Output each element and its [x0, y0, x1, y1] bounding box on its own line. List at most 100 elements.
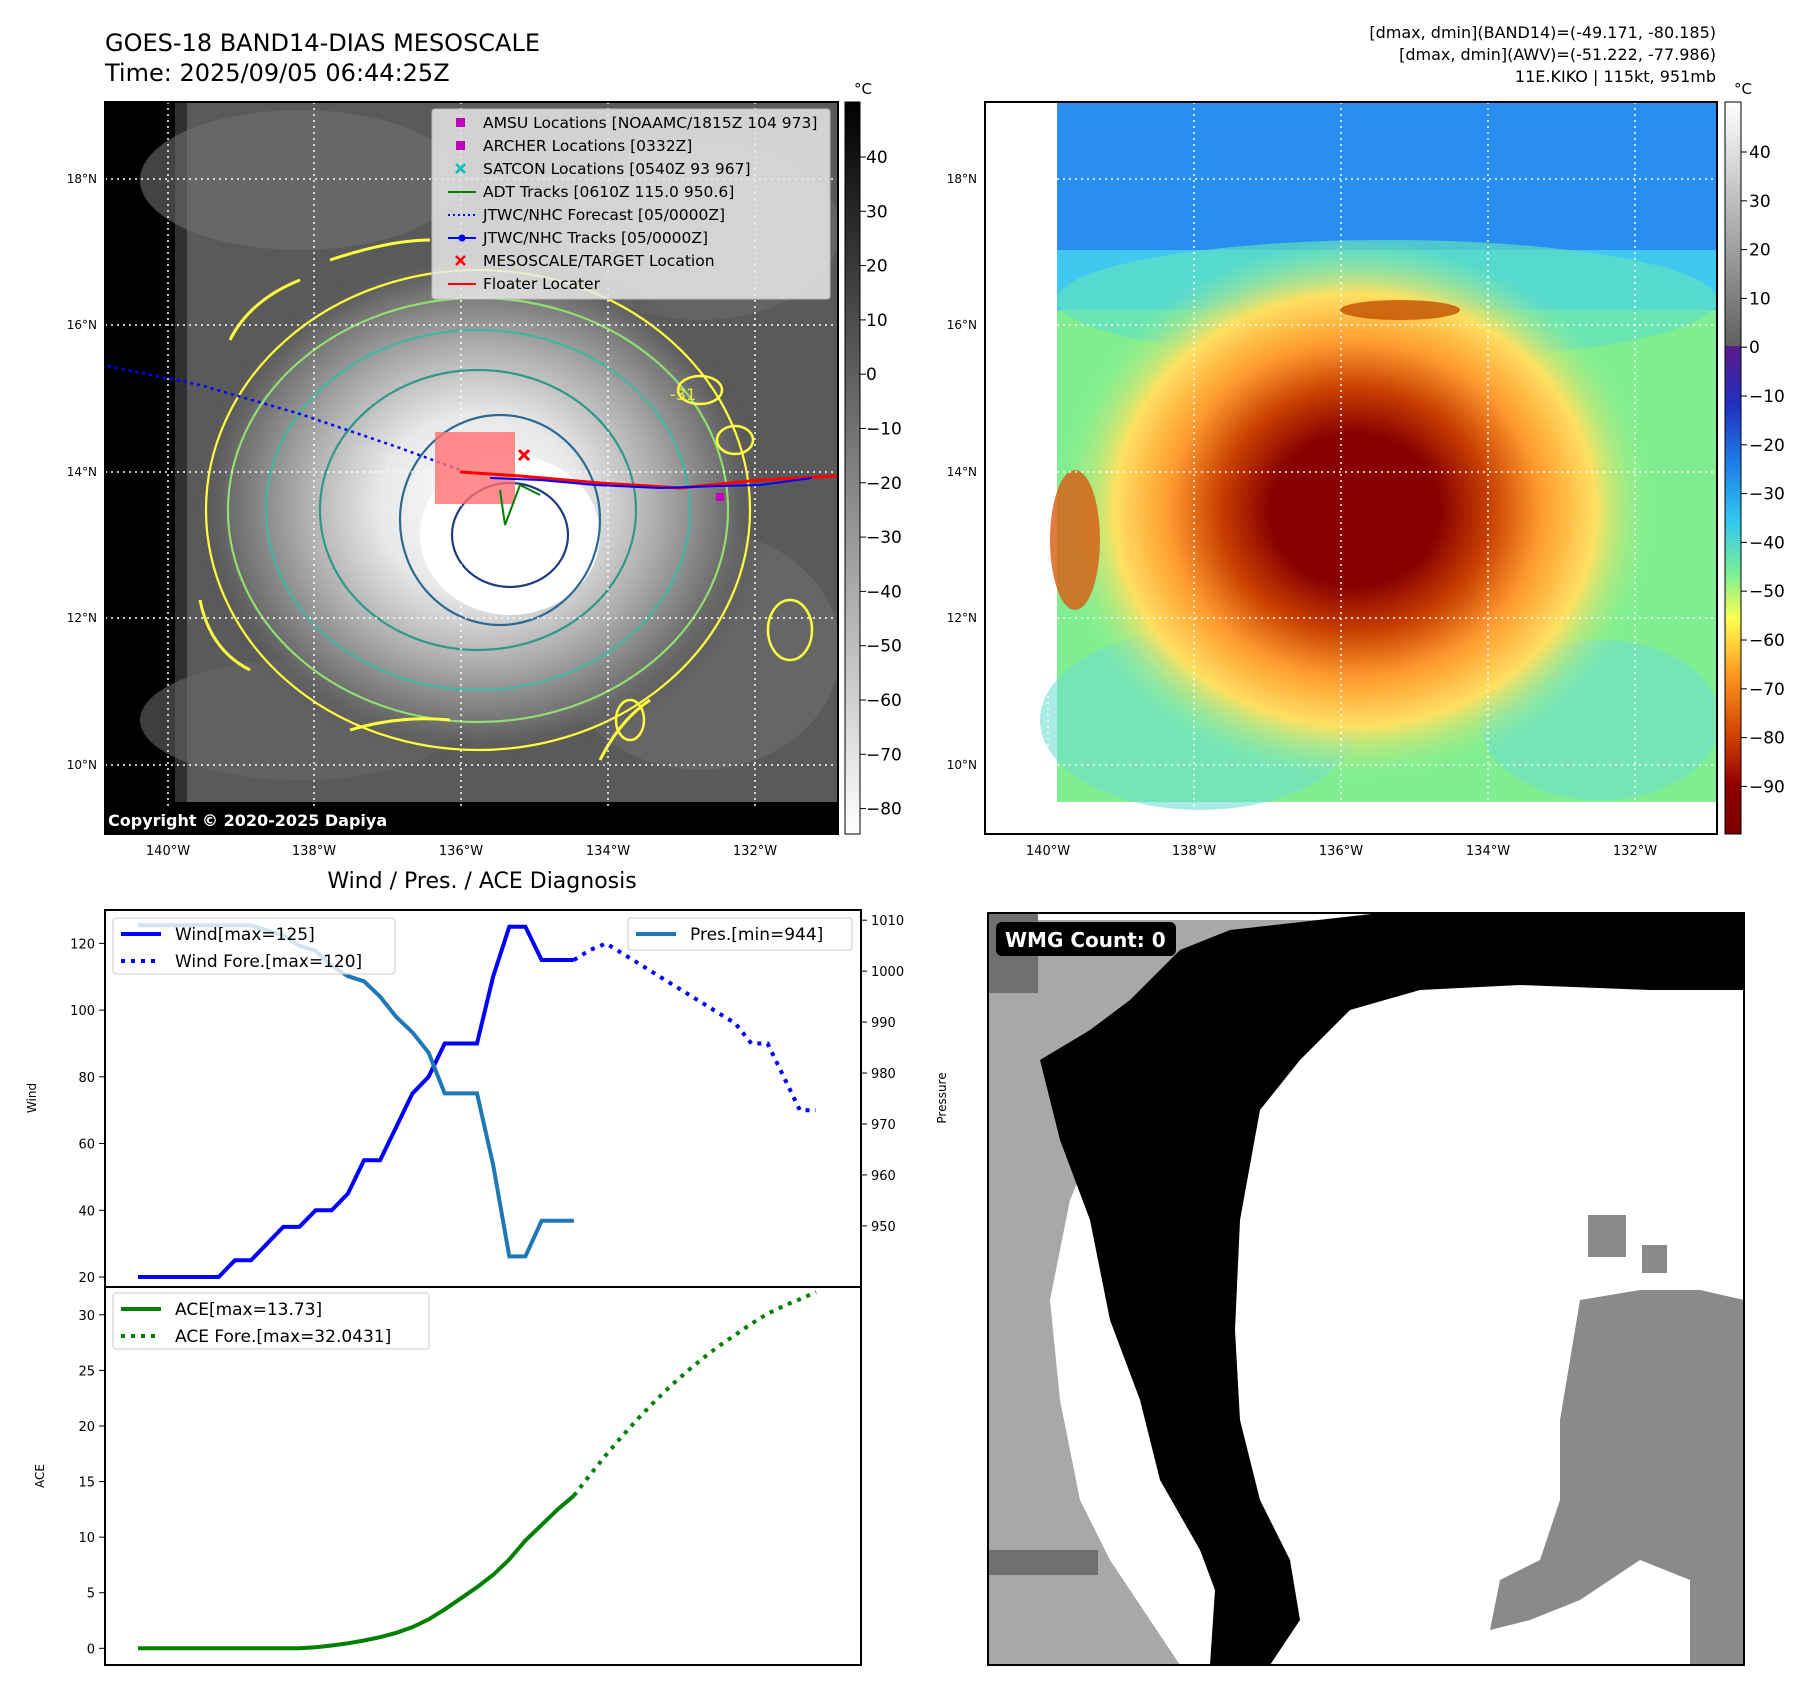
figure-time: Time: 2025/09/05 06:44:25Z — [104, 59, 450, 87]
wmg-panel: WMG Count: 0 — [987, 912, 1745, 1666]
awv-gridlines — [985, 102, 1717, 834]
lat-label: 16°N — [947, 318, 977, 332]
legend-label: Pres.[min=944] — [690, 925, 823, 945]
lon-label: 132°W — [733, 844, 777, 859]
colorbar-tick-label: 30 — [1749, 192, 1771, 212]
lon-label: 140°W — [146, 844, 190, 859]
floater-box — [435, 432, 515, 504]
legend-marker — [455, 163, 466, 174]
legend-label: AMSU Locations [NOAAMC/1815Z 104 973] — [483, 114, 817, 132]
colorbar-tick-label: −70 — [866, 745, 902, 765]
wind-forecast-line — [572, 941, 816, 1113]
colorbar-tick-label: 10 — [1749, 289, 1771, 309]
band14-stats: [dmax, dmin](BAND14)=(-49.171, -80.185) — [1369, 23, 1716, 42]
pressure-tick-label: 960 — [871, 1169, 896, 1184]
lat-label: 10°N — [67, 758, 97, 772]
wind-tick-label: 100 — [70, 1004, 95, 1019]
ace-legend: ACE[max=13.73] ACE Fore.[max=32.0431] — [112, 1292, 430, 1350]
colorbar-tick-label: −90 — [1749, 777, 1785, 797]
legend-entry: ADT Tracks [0610Z 115.0 950.6] — [448, 183, 734, 201]
colorbar-tick-label: −80 — [866, 800, 902, 820]
legend-label: ACE[max=13.73] — [175, 1300, 322, 1320]
wind-pressure-chart: 20 40 60 80 100 120 950 960 970 980 990 1000 1010 Win… — [25, 909, 949, 1288]
wind-line — [138, 924, 574, 1279]
legend-marker — [456, 118, 465, 127]
lon-label: 136°W — [439, 844, 483, 859]
colorbar-tick-label: −60 — [1749, 631, 1785, 651]
legend-label: ARCHER Locations [0332Z] — [483, 137, 692, 155]
pressure-tick-label: 970 — [871, 1118, 896, 1133]
ace-tick-label: 10 — [78, 1531, 95, 1546]
legend-marker — [456, 141, 465, 150]
pressure-tick-label: 950 — [871, 1220, 896, 1235]
ir-legend: AMSU Locations [NOAAMC/1815Z 104 973] ARC… — [431, 108, 831, 300]
colorbar-tick-label: 30 — [866, 202, 888, 222]
colorbar-tick-label: 40 — [1749, 143, 1771, 163]
colorbar-tick-label: 0 — [866, 365, 877, 385]
lat-label: 18°N — [947, 172, 977, 186]
lat-label: 12°N — [67, 611, 97, 625]
jtwc-forecast-track — [107, 364, 461, 472]
legend-entry: AMSU Locations [NOAAMC/1815Z 104 973] — [456, 114, 817, 132]
colorbar-tick-label: −50 — [1749, 582, 1785, 602]
pressure-tick-label: 1000 — [871, 965, 904, 980]
colorbar-tick-label: −40 — [1749, 533, 1785, 553]
legend-entry: JTWC/NHC Tracks [05/0000Z] — [448, 229, 708, 247]
ace-tick-label: 30 — [78, 1309, 95, 1324]
ace-line — [138, 1494, 576, 1651]
colorbar-tick-label: −50 — [866, 637, 902, 657]
wind-legend: Wind[max=125] Wind Fore.[max=120] — [112, 917, 396, 975]
jtwc-track — [489, 477, 813, 490]
ace-axis-label: ACE — [33, 1464, 47, 1488]
colorbar-tick-label: 40 — [866, 148, 888, 168]
colorbar-tick-label: −80 — [1749, 729, 1785, 749]
ace-tick-label: 15 — [78, 1476, 95, 1491]
colorbar-tick-label: 20 — [866, 257, 888, 277]
diagnosis-title: Wind / Pres. / ACE Diagnosis — [327, 869, 636, 894]
floater-track — [459, 470, 838, 490]
legend-label: Floater Locater — [483, 275, 601, 293]
pressure-legend: Pres.[min=944] — [627, 917, 853, 951]
awv-stats: [dmax, dmin](AWV)=(-51.222, -77.986) — [1399, 45, 1716, 64]
colorbar-tick-label: −10 — [1749, 387, 1785, 407]
lat-label: 12°N — [947, 611, 977, 625]
legend-entry: MESOSCALE/TARGET Location — [455, 252, 715, 270]
legend-label: ADT Tracks [0610Z 115.0 950.6] — [483, 183, 734, 201]
lat-label: 14°N — [947, 465, 977, 479]
colorbar-tick-label: −30 — [1749, 485, 1785, 505]
legend-entry: Floater Locater — [448, 275, 601, 293]
legend-label: ACE Fore.[max=32.0431] — [175, 1327, 391, 1347]
awv-storm — [1055, 240, 1655, 780]
wind-tick-label: 60 — [78, 1138, 95, 1153]
mesoscale-marker — [517, 448, 531, 462]
copyright-text: Copyright © 2020-2025 Dapiya — [108, 811, 387, 830]
colorbar-tick-label: 10 — [866, 311, 888, 331]
storm-info: 11E.KIKO | 115kt, 951mb — [1515, 67, 1716, 86]
lon-label: 134°W — [1466, 844, 1510, 859]
figure-title: GOES-18 BAND14-DIAS MESOSCALE — [105, 29, 540, 57]
colorbar-tick-label: −10 — [866, 420, 902, 440]
lat-label: 16°N — [67, 318, 97, 332]
ir-colorbar: °C 40 30 20 10 0 −10 −20 −30 −40 −50 −60 −70 −80 — [844, 80, 902, 835]
lat-label: 10°N — [947, 758, 977, 772]
legend-marker — [458, 234, 466, 242]
legend-entry: ARCHER Locations [0332Z] — [456, 137, 692, 155]
ir-colorbar-unit: °C — [854, 80, 872, 98]
ace-tick-label: 5 — [87, 1587, 95, 1602]
awv-colorbar: °C 40 30 20 10 0 −10 −20 −30 −40 −50 −60 −70 −80 −90 — [1724, 80, 1785, 835]
pressure-tick-label: 980 — [871, 1067, 896, 1082]
colorbar-tick-label: −40 — [866, 582, 902, 602]
colorbar-tick-label: −60 — [866, 691, 902, 711]
ace-tick-label: 20 — [78, 1420, 95, 1435]
pressure-tick-label: 990 — [871, 1016, 896, 1031]
awv-map-panel: °C 40 30 20 10 0 −10 −20 −30 −40 −50 −60 −70 −80 −90 — [984, 80, 1785, 835]
lat-label: 18°N — [67, 172, 97, 186]
wmg-right-region — [1490, 1290, 1744, 1665]
wind-tick-label: 20 — [78, 1271, 95, 1286]
lat-label: 14°N — [67, 465, 97, 479]
lon-label: 134°W — [586, 844, 630, 859]
legend-label: SATCON Locations [0540Z 93 967] — [483, 160, 751, 178]
pressure-tick-label: 1010 — [871, 914, 904, 929]
ace-tick-label: 25 — [78, 1364, 95, 1379]
colorbar-tick-label: 0 — [1749, 338, 1760, 358]
